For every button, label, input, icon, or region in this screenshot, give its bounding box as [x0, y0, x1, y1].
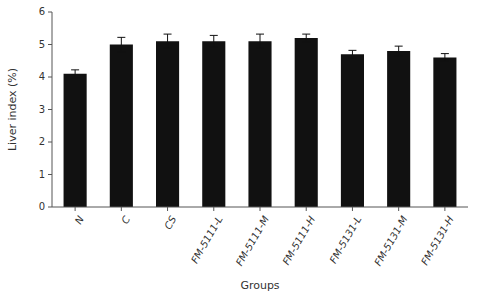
error-cap [395, 55, 403, 56]
x-tick [260, 207, 261, 211]
error-cap [348, 58, 356, 59]
error-bar [256, 34, 264, 48]
error-stem [260, 34, 261, 48]
y-tick [48, 77, 52, 78]
x-axis: N C CS FM-5111-LFM-5111-MFM-5111-H FM-5131-L… [52, 207, 468, 268]
y-tick-label: 3 [39, 104, 45, 115]
y-tick [48, 142, 52, 143]
error-bar [210, 35, 218, 47]
x-axis-label: Groups [240, 279, 279, 292]
error-bar [71, 70, 79, 78]
x-tick [444, 207, 445, 211]
error-stem [121, 37, 122, 51]
y-tick-label: 1 [39, 169, 45, 180]
y-axis-line [52, 12, 53, 207]
bar [156, 41, 179, 207]
x-tick-label: CS [162, 214, 179, 232]
error-cap [210, 47, 218, 48]
bar [202, 41, 225, 207]
error-cap [441, 61, 449, 62]
bar [64, 74, 87, 207]
y-tick-label: 6 [39, 6, 45, 17]
x-tick-label: C [119, 214, 132, 226]
x-tick [213, 207, 214, 211]
x-tick [306, 207, 307, 211]
y-tick-label: 5 [39, 39, 45, 50]
error-cap [164, 34, 172, 35]
error-cap [210, 35, 218, 36]
chart-svg: 0 1 2 3 4 5 6 N C CS FM-5111-LFM-5111-MFM-5111-H FM… [0, 0, 480, 295]
y-tick [48, 44, 52, 45]
y-tick-label: 2 [39, 136, 45, 147]
error-stem [167, 34, 168, 48]
bar [248, 41, 271, 207]
error-cap [441, 53, 449, 54]
bar [341, 54, 364, 207]
error-stem [213, 35, 214, 47]
error-cap [302, 41, 310, 42]
error-stem [352, 50, 353, 58]
error-cap [256, 34, 264, 35]
x-tick-label: FM-5111-L [189, 214, 225, 265]
bar [387, 51, 410, 207]
error-bar [164, 34, 172, 48]
error-cap [117, 37, 125, 38]
error-cap [117, 51, 125, 52]
error-bar [302, 34, 310, 42]
x-tick-label: FM-5111-H [280, 214, 317, 267]
x-tick-label: FM-5131-L [328, 214, 364, 265]
chart-container: 0 1 2 3 4 5 6 N C CS FM-5111-LFM-5111-MFM-5111-H FM… [0, 0, 480, 295]
bar [110, 45, 133, 208]
error-cap [71, 77, 79, 78]
y-tick [48, 207, 52, 208]
x-tick [75, 207, 76, 211]
x-tick [352, 207, 353, 211]
bar [433, 58, 456, 208]
error-stem [306, 34, 307, 42]
y-tick [48, 109, 52, 110]
error-cap [164, 48, 172, 49]
error-stem [75, 70, 76, 78]
y-axis: 0 1 2 3 4 5 6 [39, 6, 52, 212]
error-stem [398, 46, 399, 56]
error-bar [441, 54, 449, 62]
bars [64, 38, 457, 207]
x-tick [121, 207, 122, 211]
error-cap [256, 48, 264, 49]
error-bar [117, 37, 125, 51]
x-tick-label: FM-5131-M [372, 214, 410, 268]
y-tick-label: 4 [39, 71, 45, 82]
x-tick [398, 207, 399, 211]
error-bar [395, 46, 403, 56]
y-tick-label: 0 [39, 201, 45, 212]
error-cap [302, 34, 310, 35]
error-bars [71, 34, 449, 78]
y-axis-label: Liver index (%) [6, 68, 19, 151]
error-cap [395, 46, 403, 47]
bar [295, 38, 318, 207]
x-tick [167, 207, 168, 211]
y-tick [48, 174, 52, 175]
x-tick-label: N [73, 214, 87, 226]
error-stem [444, 54, 445, 62]
error-bar [348, 50, 356, 58]
x-tick-label: FM-5131-H [419, 214, 456, 267]
y-tick [48, 12, 52, 13]
x-tick-label: FM-5111-M [234, 214, 272, 268]
error-cap [348, 50, 356, 51]
error-cap [71, 69, 79, 70]
